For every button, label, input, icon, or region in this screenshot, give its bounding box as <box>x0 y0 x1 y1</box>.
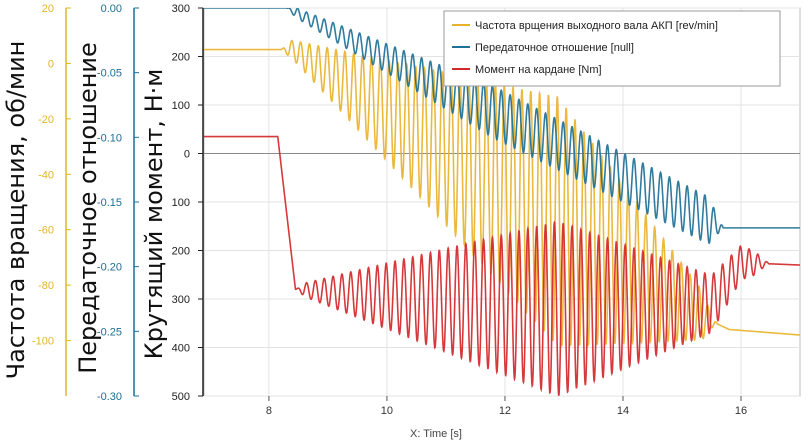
legend-label-speed: Частота врщения выходного вала АКП [rev/… <box>475 20 718 32</box>
x-axis-tick-label: 8 <box>266 405 272 417</box>
x-axis-tick-label: 16 <box>735 405 747 417</box>
torque-axis: 300 200 100 0 100 200 300 400 500 <box>172 3 204 403</box>
speed-axis-tick-label: 0 <box>48 58 54 70</box>
torque-axis-tick-label: 100 <box>172 197 190 209</box>
speed-axis-tick-label: -20 <box>38 114 54 126</box>
ratio-axis: 0.00 -0.05 -0.10 -0.15 -0.20 -0.25 -0.30 <box>97 3 139 403</box>
torque-axis-tick-label: 200 <box>172 246 190 258</box>
speed-axis: 20 0 -20 -40 -60 -80 -100 <box>32 3 71 396</box>
ratio-axis-tick-label: -0.25 <box>97 326 122 338</box>
torque-axis-tick-label: 300 <box>172 294 190 306</box>
speed-axis-title: Частота вращения, об/мин <box>2 41 30 380</box>
ratio-axis-tick-label: -0.10 <box>97 132 122 144</box>
x-axis-tick-label: 14 <box>617 405 629 417</box>
ratio-axis-tick-label: -0.20 <box>97 262 122 274</box>
ratio-axis-tick-label: 0.00 <box>101 3 122 15</box>
series-line-speed <box>204 39 800 347</box>
x-axis: 8 10 12 14 16 <box>266 396 747 417</box>
torque-axis-tick-label: 200 <box>172 52 190 64</box>
x-axis-title: X: Time [s] <box>410 428 462 440</box>
ratio-axis-title: Передаточное отношение <box>74 42 102 374</box>
series-layer <box>204 8 800 396</box>
torque-axis-tick-label: 0 <box>184 149 190 161</box>
legend: Частота врщения выходного вала АКП [rev/… <box>443 10 781 87</box>
legend-box <box>443 10 781 87</box>
series-line-ratio <box>204 8 800 245</box>
legend-label-torque: Момент на кардане [Nm] <box>475 64 602 76</box>
speed-axis-tick-label: 20 <box>42 3 54 15</box>
speed-axis-tick-label: -40 <box>38 169 54 181</box>
series-line-torque <box>204 135 800 396</box>
torque-axis-tick-label: 500 <box>172 391 190 403</box>
speed-axis-tick-label: -60 <box>38 225 54 237</box>
x-axis-tick-label: 12 <box>499 405 511 417</box>
speed-axis-tick-label: -80 <box>38 280 54 292</box>
torque-axis-tick-label: 100 <box>172 100 190 112</box>
torque-axis-tick-label: 300 <box>172 3 190 15</box>
torque-axis-title: Крутящий момент, Н·м <box>140 69 168 360</box>
legend-label-ratio: Передаточное отношение [null] <box>475 42 634 54</box>
speed-axis-tick-label: -100 <box>32 336 54 348</box>
ratio-axis-tick-label: -0.15 <box>97 197 122 209</box>
torque-axis-tick-label: 400 <box>172 343 190 355</box>
ratio-axis-tick-label: -0.30 <box>97 391 122 403</box>
ratio-axis-tick-label: -0.05 <box>97 68 122 80</box>
x-axis-tick-label: 10 <box>381 405 393 417</box>
